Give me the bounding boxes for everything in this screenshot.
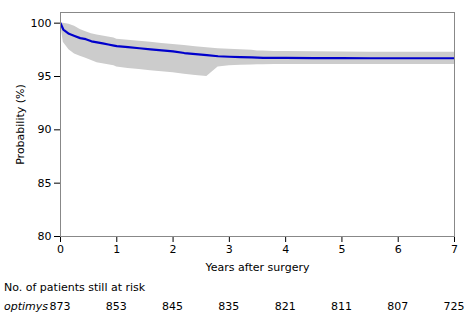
svg-text:100: 100: [31, 17, 52, 30]
svg-text:835: 835: [218, 300, 239, 313]
svg-text:90: 90: [38, 123, 52, 136]
svg-text:85: 85: [38, 177, 52, 190]
svg-text:2: 2: [170, 243, 177, 256]
svg-text:807: 807: [387, 300, 408, 313]
svg-text:7: 7: [451, 243, 458, 256]
svg-text:5: 5: [338, 243, 345, 256]
svg-text:725: 725: [444, 300, 465, 313]
svg-text:6: 6: [395, 243, 402, 256]
svg-text:0: 0: [57, 243, 64, 256]
svg-text:Probability (%): Probability (%): [14, 84, 27, 165]
svg-text:1: 1: [113, 243, 120, 256]
svg-text:Years after surgery: Years after surgery: [205, 261, 310, 274]
svg-text:80: 80: [38, 230, 52, 243]
svg-text:optimys: optimys: [4, 300, 48, 313]
svg-text:No. of patients still at risk: No. of patients still at risk: [4, 281, 146, 294]
svg-text:873: 873: [50, 300, 71, 313]
svg-text:95: 95: [38, 70, 52, 83]
svg-text:811: 811: [331, 300, 352, 313]
svg-text:3: 3: [226, 243, 233, 256]
svg-text:853: 853: [106, 300, 127, 313]
svg-text:4: 4: [282, 243, 289, 256]
svg-text:821: 821: [275, 300, 296, 313]
svg-text:845: 845: [162, 300, 183, 313]
